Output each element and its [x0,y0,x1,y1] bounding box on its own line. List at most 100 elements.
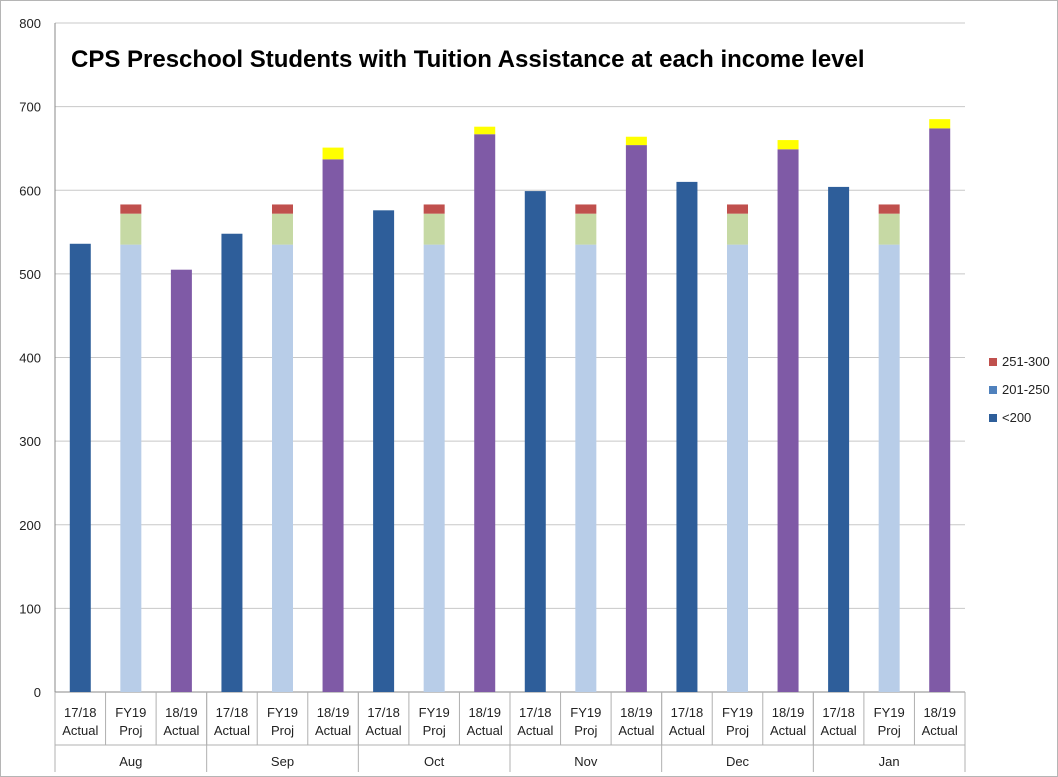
legend: 251-300 201-250 <200 [989,354,1050,425]
bar-label-top: FY19 [570,705,601,720]
bar-segment-dec-1-1 [727,213,748,245]
bar-segment-dec-0-0 [676,181,698,692]
bar-label-bottom: Actual [770,723,806,738]
bars [69,119,951,693]
bar-segment-sep-1-1 [272,213,293,245]
bar-segment-jan-1-0 [878,244,900,692]
bar-segment-oct-2-1 [474,126,496,135]
bar-label-bottom: Actual [315,723,351,738]
bar-label-top: 18/19 [923,705,956,720]
bar-segment-nov-1-1 [575,213,597,245]
bar-label-top: 18/19 [165,705,198,720]
gridlines [55,22,965,693]
bar-label-top: 17/18 [367,705,400,720]
bar-segment-nov-1-0 [575,244,597,692]
bar-label-bottom: Actual [669,723,705,738]
bar-label-bottom: Actual [618,723,654,738]
group-label-nov: Nov [574,754,598,769]
bar-segment-jan-2-0 [929,128,951,692]
bar-segment-sep-1-0 [272,244,293,692]
bar-segment-oct-0-0 [373,210,395,692]
bar-segment-aug-2-0 [170,269,192,692]
bar-label-bottom: Proj [423,723,446,738]
bar-label-top: 17/18 [822,705,855,720]
legend-swatch-0 [989,358,997,366]
bar-label-bottom: Actual [163,723,199,738]
bar-label-top: FY19 [267,705,298,720]
bar-segment-aug-1-0 [120,244,142,692]
bar-label-bottom: Proj [878,723,901,738]
bar-segment-sep-2-1 [322,147,344,160]
bar-segment-dec-1-2 [727,204,748,214]
axes: 0 100 200 300 400 500 600 700 800 [19,16,56,700]
bar-label-bottom: Actual [517,723,553,738]
bar-label-top: 18/19 [620,705,653,720]
bar-segment-sep-1-2 [272,204,293,214]
bar-segment-oct-2-0 [474,134,496,692]
bar-segment-nov-2-0 [625,145,647,692]
bar-label-top: FY19 [115,705,146,720]
bar-label-top: FY19 [419,705,450,720]
group-label-aug: Aug [119,754,142,769]
bar-segment-aug-1-2 [120,204,142,214]
y-tick-label: 500 [19,267,41,282]
bar-segment-aug-0-0 [69,243,91,692]
bar-label-bottom: Actual [467,723,503,738]
bar-label-top: 18/19 [468,705,501,720]
bar-segment-jan-2-1 [929,119,951,129]
y-tick-label: 200 [19,518,41,533]
bar-segment-dec-2-1 [777,140,799,150]
y-tick-label: 300 [19,434,41,449]
y-tick-label: 100 [19,601,41,616]
bar-segment-nov-0-0 [524,191,546,692]
bar-segment-sep-0-0 [221,233,243,693]
group-label-oct: Oct [424,754,445,769]
legend-swatch-1 [989,386,997,394]
group-label-jan: Jan [879,754,900,769]
bar-segment-oct-1-0 [423,244,445,692]
bar-segment-aug-1-1 [120,213,142,245]
bar-label-top: 17/18 [671,705,704,720]
bar-segment-jan-1-1 [878,213,900,245]
y-tick-label: 0 [34,685,41,700]
bar-label-bottom: Actual [366,723,402,738]
bar-segment-sep-2-0 [322,159,344,693]
bar-segment-dec-1-0 [727,244,748,692]
bar-label-top: 18/19 [772,705,805,720]
bar-label-bottom: Proj [271,723,294,738]
y-tick-label: 400 [19,351,41,366]
chart-title: CPS Preschool Students with Tuition Assi… [71,46,865,73]
bar-label-top: 17/18 [64,705,97,720]
bar-segment-oct-1-2 [423,204,445,214]
bar-label-bottom: Proj [574,723,597,738]
bar-label-top: FY19 [722,705,753,720]
bar-segment-nov-2-1 [625,136,647,146]
bar-label-bottom: Proj [726,723,749,738]
bar-label-top: 17/18 [216,705,249,720]
y-tick-label: 600 [19,183,41,198]
legend-swatch-2 [989,414,997,422]
legend-label: 251-300 [1002,354,1050,369]
y-tick-label: 800 [19,16,41,31]
legend-label: <200 [1002,410,1031,425]
bar-segment-jan-0-0 [828,186,850,692]
bar-label-bottom: Actual [821,723,857,738]
bar-label-bottom: Actual [922,723,958,738]
bar-segment-nov-1-2 [575,204,597,214]
bar-segment-oct-1-1 [423,213,445,245]
bar-label-bottom: Proj [119,723,142,738]
group-label-dec: Dec [726,754,750,769]
bar-label-top: FY19 [874,705,905,720]
bar-label-top: 17/18 [519,705,552,720]
bar-segment-dec-2-0 [777,149,799,692]
y-tick-label: 700 [19,100,41,115]
bar-segment-jan-1-2 [878,204,900,214]
category-axis: 17/18 Actual FY19 Proj 18/19 Actual Aug 17/18 Ac… [54,692,966,772]
group-label-sep: Sep [271,754,294,769]
bar-label-top: 18/19 [317,705,350,720]
bar-label-bottom: Actual [62,723,98,738]
legend-label: 201-250 [1002,382,1050,397]
bar-label-bottom: Actual [214,723,250,738]
